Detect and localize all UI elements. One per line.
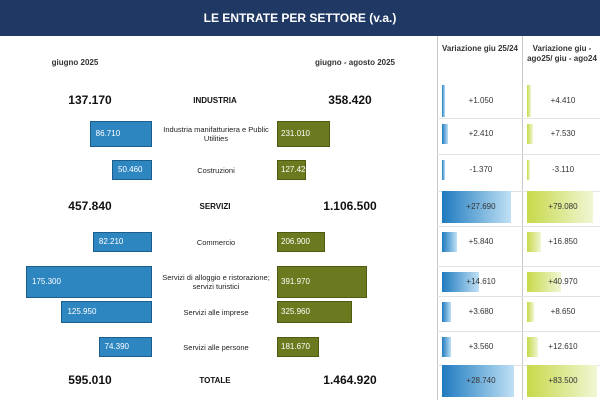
var2-column-header: Variazione giu - ago25/ giu - ago24 bbox=[527, 44, 597, 63]
var1-bar bbox=[442, 365, 514, 397]
var2-value: +4.410 bbox=[550, 96, 576, 105]
var1-value: +2.410 bbox=[468, 129, 494, 138]
right-bar bbox=[277, 121, 331, 147]
var2-bar bbox=[527, 365, 597, 397]
var1-bar bbox=[442, 232, 457, 252]
var1-bar bbox=[442, 191, 512, 223]
var2-value: +8.650 bbox=[550, 307, 576, 316]
row-separator bbox=[437, 226, 600, 227]
var2-bar bbox=[527, 272, 562, 292]
row-separator bbox=[437, 331, 600, 332]
category-label: Servizi alle imprese bbox=[183, 307, 249, 317]
var1-column-header: Variazione giu 25/24 bbox=[441, 44, 519, 53]
var1-bar bbox=[442, 302, 452, 322]
category-label: Servizi alle persone bbox=[183, 342, 249, 352]
right-bar bbox=[277, 337, 319, 357]
var2-bar bbox=[527, 302, 535, 322]
left-bar-value: 50.460 bbox=[118, 165, 143, 174]
category-label: Costruzioni bbox=[197, 165, 235, 175]
var2-bar bbox=[527, 85, 531, 117]
row-separator bbox=[437, 296, 600, 297]
left-bar bbox=[89, 121, 152, 147]
left-bar bbox=[26, 266, 152, 298]
row-separator bbox=[437, 191, 600, 192]
right-total-value: 1.464.920 bbox=[323, 373, 377, 387]
right-bar bbox=[277, 232, 325, 252]
left-bar-value: 74.390 bbox=[104, 342, 129, 351]
var2-value: -3.110 bbox=[551, 165, 575, 174]
right-bar bbox=[277, 160, 307, 180]
right-bar-value: 231.010 bbox=[281, 129, 310, 138]
var2-value: +79.080 bbox=[548, 202, 578, 211]
row-separator bbox=[437, 154, 600, 155]
var2-value: +7.530 bbox=[550, 129, 576, 138]
var2-value: +40.970 bbox=[548, 277, 578, 286]
category-label: INDUSTRIA bbox=[193, 96, 237, 105]
right-bar-value: 127.420 bbox=[281, 165, 310, 174]
category-label: TOTALE bbox=[199, 376, 231, 385]
right-column-header: giugno - agosto 2025 bbox=[314, 58, 395, 67]
right-bar-value: 181.670 bbox=[281, 342, 310, 351]
left-bar-value: 175.300 bbox=[32, 277, 61, 286]
right-bar-value: 325.960 bbox=[281, 307, 310, 316]
var2-bar bbox=[527, 337, 538, 357]
var2-value: +16.850 bbox=[548, 237, 578, 246]
var1-value: +28.740 bbox=[466, 376, 496, 385]
left-total-value: 595.010 bbox=[68, 373, 112, 387]
var2-value: +12.610 bbox=[548, 342, 578, 351]
var1-bar bbox=[442, 85, 445, 117]
panel-divider-2 bbox=[522, 36, 523, 400]
var1-value: +1.050 bbox=[468, 96, 494, 105]
var1-value: +14.610 bbox=[466, 277, 496, 286]
left-total-value: 457.840 bbox=[68, 199, 112, 213]
var1-value: +5.840 bbox=[468, 237, 494, 246]
var2-bar bbox=[527, 232, 542, 252]
var2-bar bbox=[527, 160, 530, 180]
right-total-value: 1.106.500 bbox=[323, 199, 377, 213]
right-bar bbox=[277, 266, 367, 298]
left-bar bbox=[112, 160, 152, 180]
category-label: SERVIZI bbox=[199, 202, 231, 211]
left-bar bbox=[98, 337, 152, 357]
category-label: Industria manifatturiera e Public Utilit… bbox=[163, 125, 269, 143]
right-bar-value: 206.900 bbox=[281, 237, 310, 246]
left-bar-value: 82.210 bbox=[98, 237, 124, 246]
row-separator bbox=[437, 266, 600, 267]
var1-bar bbox=[442, 337, 451, 357]
var1-bar bbox=[442, 160, 445, 180]
var2-value: +83.500 bbox=[548, 376, 578, 385]
var1-bar bbox=[442, 272, 479, 292]
row-separator bbox=[437, 365, 600, 366]
var1-value: +27.690 bbox=[466, 202, 496, 211]
var1-value: +3.560 bbox=[468, 342, 494, 351]
row-separator bbox=[437, 118, 600, 119]
left-column-header: giugno 2025 bbox=[51, 58, 99, 67]
right-bar bbox=[277, 301, 352, 323]
left-bar-value: 125.950 bbox=[67, 307, 97, 316]
left-bar-value: 86.710 bbox=[95, 129, 121, 138]
left-total-value: 137.170 bbox=[68, 93, 112, 107]
var2-bar bbox=[527, 191, 594, 223]
right-total-value: 358.420 bbox=[328, 93, 372, 107]
chart-title: LE ENTRATE PER SETTORE (v.a.) bbox=[0, 0, 600, 36]
var1-value: +3.680 bbox=[468, 307, 494, 316]
left-bar bbox=[61, 301, 152, 323]
panel-divider-1 bbox=[437, 36, 438, 400]
left-bar bbox=[92, 232, 152, 252]
right-bar-value: 391.970 bbox=[281, 277, 310, 286]
var1-value: -1.370 bbox=[469, 165, 493, 174]
var1-bar bbox=[442, 124, 449, 144]
category-label: Commercio bbox=[196, 237, 236, 247]
category-label: Servizi di alloggio e ristorazione; serv… bbox=[162, 273, 270, 291]
var2-bar bbox=[527, 124, 534, 144]
